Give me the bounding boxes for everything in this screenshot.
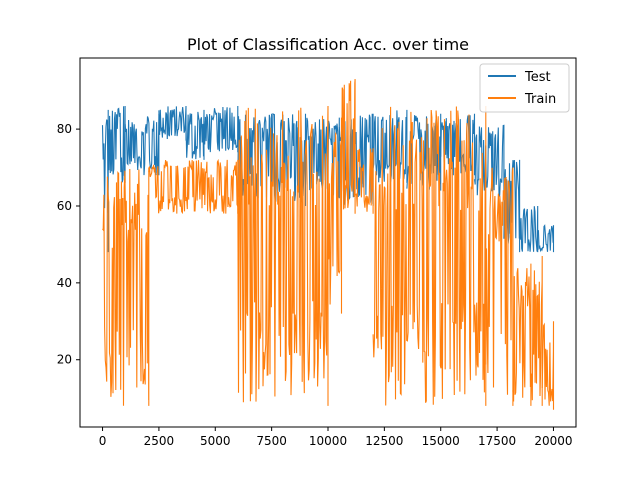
series-train-segment-8 xyxy=(512,263,532,406)
series-test-segment-13 xyxy=(473,124,505,199)
series-train-segment-3 xyxy=(327,117,343,314)
y-tick-label: 60 xyxy=(57,199,72,213)
x-tick-label: 5000 xyxy=(200,434,231,448)
series-train xyxy=(102,79,555,410)
y-tick-label: 80 xyxy=(57,122,72,136)
series-test-segment-1 xyxy=(107,105,126,183)
series-test-segment-3 xyxy=(158,105,187,141)
series-train-segment-10 xyxy=(541,321,555,410)
x-tick-label: 12500 xyxy=(365,434,403,448)
series-train-segment-9 xyxy=(530,255,543,406)
legend-label-test: Test xyxy=(524,70,551,85)
series-train-segment-6 xyxy=(372,106,487,406)
x-tick-label: 10000 xyxy=(309,434,347,448)
series-test-segment-5 xyxy=(203,105,239,153)
series-test-segment-2 xyxy=(124,113,160,176)
chart-title: Plot of Classification Acc. over time xyxy=(187,35,469,54)
series-train-segment-7 xyxy=(485,167,514,406)
x-tick-label: 17500 xyxy=(478,434,516,448)
series-train-segment-5 xyxy=(354,148,374,214)
y-tick-label: 20 xyxy=(57,353,72,367)
series-test-segment-4 xyxy=(185,109,205,160)
legend-label-train: Train xyxy=(524,92,556,107)
series-train-segment-4 xyxy=(340,79,356,214)
series-train-segment-1 xyxy=(148,158,239,215)
x-tick-label: 7500 xyxy=(256,434,287,448)
y-tick-label: 40 xyxy=(57,276,72,290)
x-tick-label: 20000 xyxy=(534,434,572,448)
series-test-segment-0 xyxy=(101,109,109,253)
series-test-segment-16 xyxy=(537,224,555,253)
legend: Test Train xyxy=(479,63,570,113)
x-tick-label: 2500 xyxy=(144,434,175,448)
series-train-segment-0 xyxy=(102,167,150,406)
x-tick-label: 15000 xyxy=(422,434,460,448)
series-layer xyxy=(101,79,555,410)
series-train-segment-2 xyxy=(237,105,329,406)
series-test-segment-15 xyxy=(519,205,539,253)
x-tick-label: 0 xyxy=(99,434,107,448)
axes-layer: 0 2500 5000 7500 10000 12500 15000 17500 20000 20… xyxy=(57,57,577,448)
